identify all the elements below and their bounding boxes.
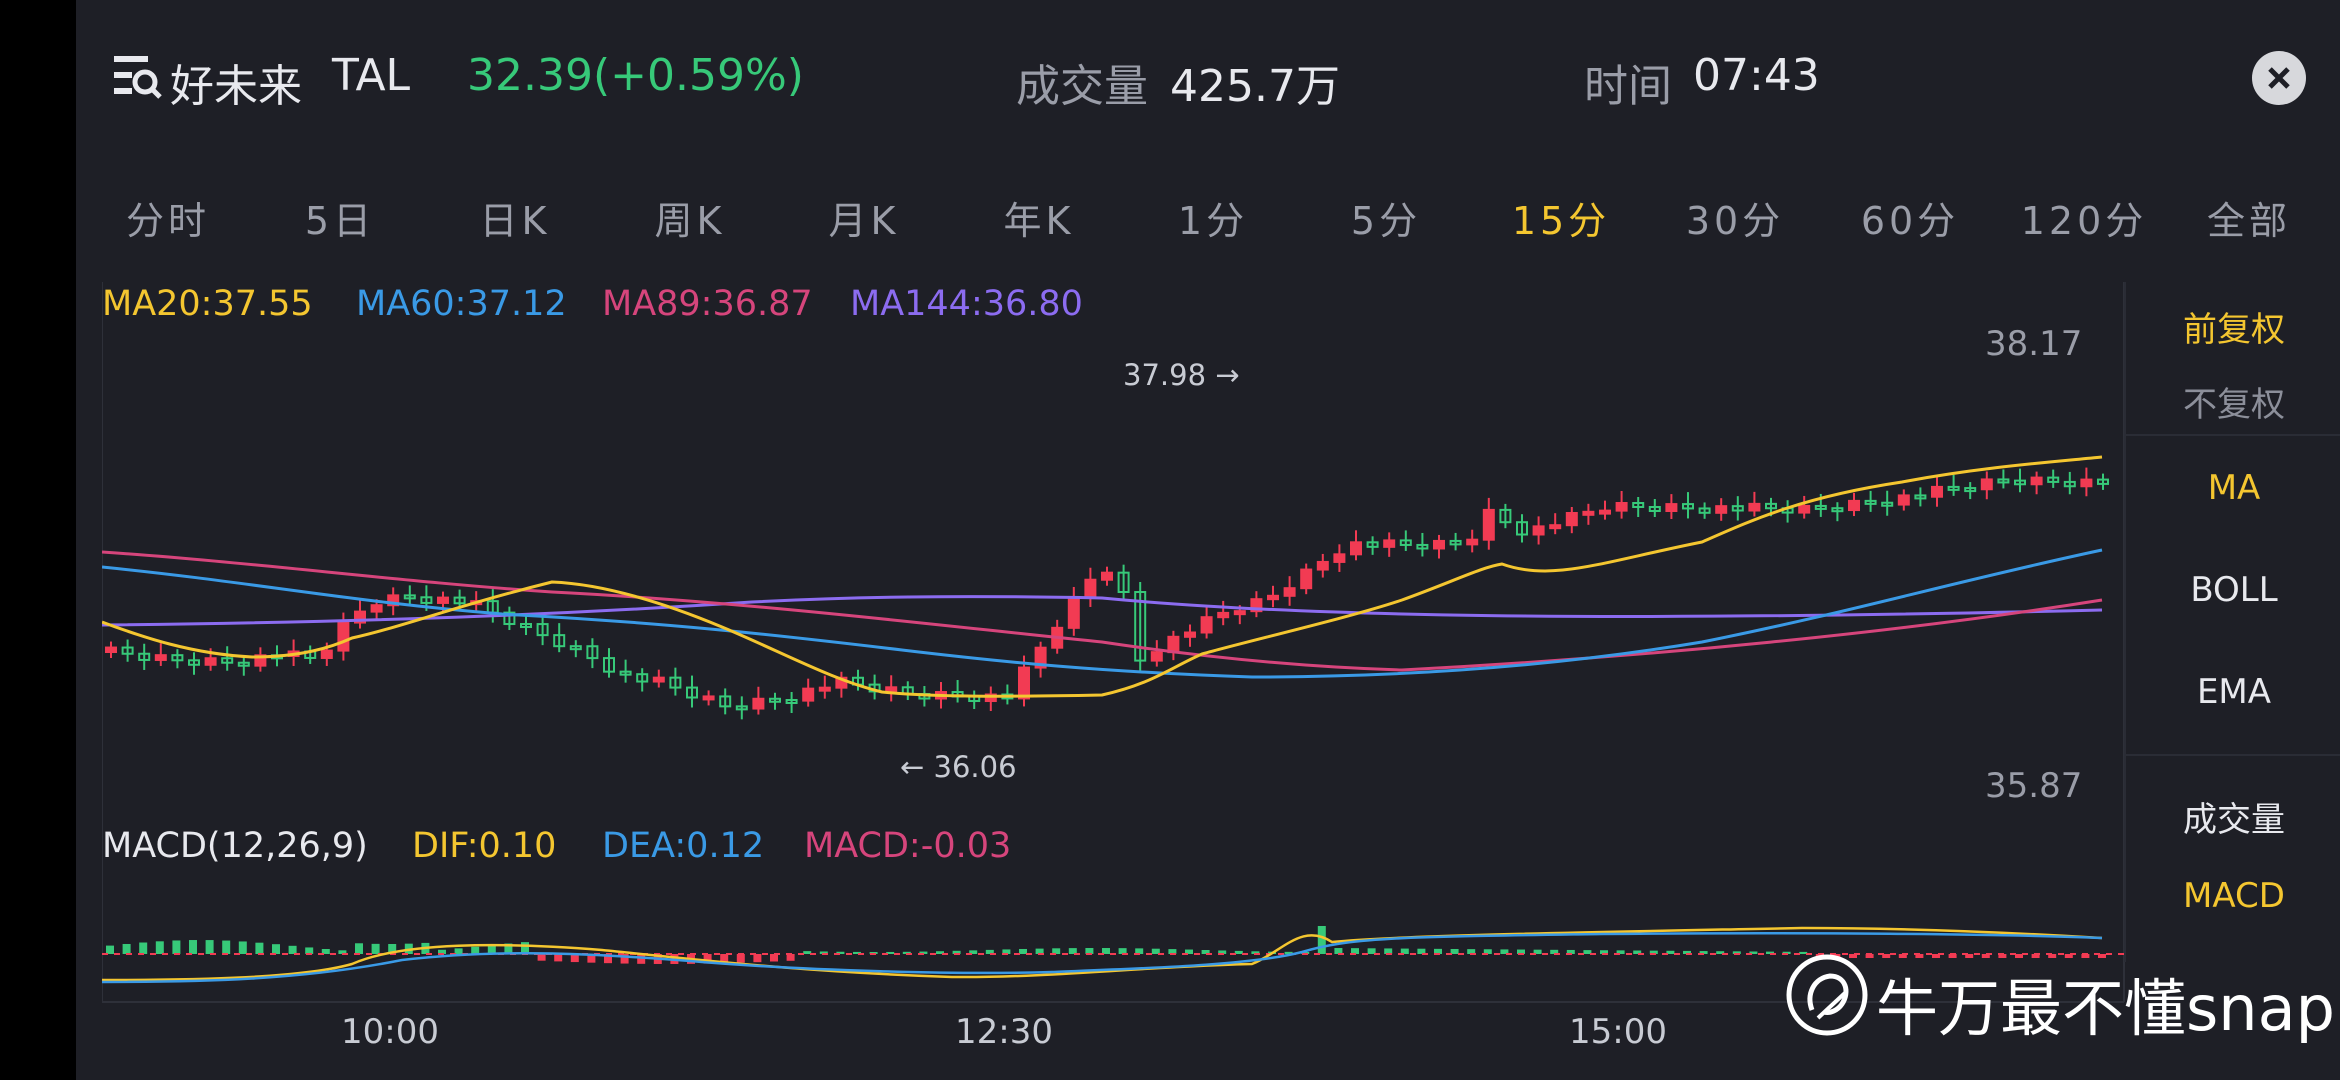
period-tabs: 分时 5日 日K 周K 月K 年K 1分 5分 15分 30分 60分 120分… xyxy=(76,190,2340,254)
tab-30min[interactable]: 30分 xyxy=(1685,199,1785,243)
macd-legend-macd: MACD:-0.03 xyxy=(804,826,1012,866)
tab-1min[interactable]: 1分 xyxy=(1177,199,1249,243)
tab-120min[interactable]: 120分 xyxy=(2020,199,2148,243)
time-label: 时间 xyxy=(1584,61,1672,112)
macd-legend-dea: DEA:0.12 xyxy=(602,826,765,866)
ma60-legend: MA60:37.12 xyxy=(356,284,567,324)
tab-weekly-k[interactable]: 周K xyxy=(654,199,726,243)
app-window: 好未来 TAL 32.39(+0.59%) 成交量 425.7万 时间 07:4… xyxy=(76,0,2340,1080)
tab-all[interactable]: 全部 xyxy=(2206,199,2291,243)
volume-indicator-button[interactable]: 成交量 xyxy=(2183,800,2285,840)
kline-chart[interactable]: MA20:37.55 MA60:37.12 MA89:36.87 MA144:3… xyxy=(102,282,2138,1062)
tab-5min[interactable]: 5分 xyxy=(1350,199,1422,243)
panel-divider xyxy=(2126,434,2340,436)
macd-legend-name: MACD(12,26,9) xyxy=(102,826,368,866)
tab-monthly-k[interactable]: 月K xyxy=(828,199,900,243)
x-label-1230: 12:30 xyxy=(955,1012,1053,1052)
price-axis-high: 38.17 xyxy=(1985,324,2083,364)
close-button[interactable] xyxy=(2252,51,2306,105)
adj-forward-button[interactable]: 前复权 xyxy=(2183,310,2285,350)
panel-divider xyxy=(2126,754,2340,756)
indicator-panel: 前复权 不复权 MA BOLL EMA 成交量 MACD xyxy=(2124,282,2340,962)
ma89-legend: MA89:36.87 xyxy=(602,284,813,324)
tab-yearly-k[interactable]: 年K xyxy=(1003,199,1075,243)
ma144-legend: MA144:36.80 xyxy=(850,284,1083,324)
stock-list-icon[interactable] xyxy=(112,52,164,102)
stock-name: 好未来 xyxy=(170,61,302,112)
watermark-logo-icon xyxy=(1786,954,1868,1036)
time-value: 07:43 xyxy=(1693,50,1820,101)
tab-15min[interactable]: 15分 xyxy=(1511,199,1611,243)
x-label-1500: 15:00 xyxy=(1569,1012,1667,1052)
x-label-1000: 10:00 xyxy=(341,1012,439,1052)
volume-value: 425.7万 xyxy=(1170,61,1340,112)
low-marker: ← 36.06 xyxy=(900,750,1017,784)
stock-price: 32.39(+0.59%) xyxy=(467,50,804,101)
watermark: 牛万最不懂snap xyxy=(1776,952,2336,1045)
tab-60min[interactable]: 60分 xyxy=(1860,199,1960,243)
boll-button[interactable]: BOLL xyxy=(2190,570,2278,610)
ema-button[interactable]: EMA xyxy=(2196,672,2272,712)
tab-5day[interactable]: 5日 xyxy=(304,199,376,243)
macd-legend-dif: DIF:0.10 xyxy=(412,826,557,866)
ma20-legend: MA20:37.55 xyxy=(102,284,313,324)
volume-label: 成交量 xyxy=(1016,61,1148,112)
chart-canvas xyxy=(102,282,2125,1003)
tab-intraday[interactable]: 分时 xyxy=(125,199,210,243)
close-icon xyxy=(2268,67,2290,89)
ma-button[interactable]: MA xyxy=(2207,468,2261,508)
high-marker: 37.98 → xyxy=(1123,358,1240,392)
adj-none-button[interactable]: 不复权 xyxy=(2183,385,2285,425)
watermark-text: 牛万最不懂snap xyxy=(1876,972,2335,1045)
stock-code: TAL xyxy=(332,50,411,101)
macd-indicator-button[interactable]: MACD xyxy=(2183,876,2285,916)
tab-daily-k[interactable]: 日K xyxy=(479,199,551,243)
price-axis-low: 35.87 xyxy=(1985,766,2083,806)
